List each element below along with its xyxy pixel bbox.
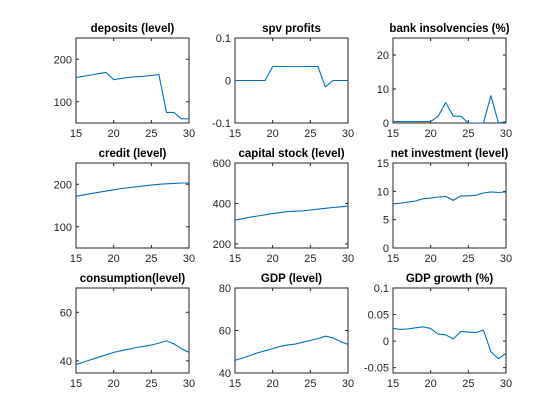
y-tick-label: 200 [54, 179, 72, 191]
subplot-title: credit (level) [99, 148, 167, 160]
axes-box [392, 162, 507, 249]
y-tick-label: 10 [377, 84, 389, 96]
subplot-title: net investment (level) [391, 148, 509, 160]
y-tick-label: 200 [213, 239, 231, 251]
subplot-title: deposits (level) [91, 23, 175, 35]
subplot-title: consumption(level) [80, 273, 186, 285]
x-tick-label: 15 [70, 128, 82, 140]
x-tick-label: 25 [462, 128, 474, 140]
series-line-1 [235, 205, 348, 221]
y-tick-label: 10 [377, 186, 389, 198]
x-tick-label: 20 [108, 378, 120, 390]
y-tick-label: 100 [54, 97, 72, 109]
x-tick-label: 20 [425, 128, 437, 140]
y-tick-label: 80 [219, 283, 231, 295]
x-tick-label: 25 [462, 378, 474, 390]
x-tick-label: 20 [108, 253, 120, 265]
axes-box [392, 37, 507, 124]
x-tick-label: 20 [425, 253, 437, 265]
subplot-9: GDP growth (%) 15 20 25 30 -0.05 0 0.05 0.1 [364, 273, 512, 390]
x-tick-label: 25 [145, 253, 157, 265]
axes-box [234, 162, 349, 249]
x-tick-label: 15 [387, 378, 399, 390]
axes-box [75, 162, 190, 249]
series-line-1 [76, 182, 189, 197]
x-tick-label: 15 [70, 378, 82, 390]
y-tick-label: -0.05 [364, 363, 389, 375]
x-tick-label: 20 [267, 253, 279, 265]
subplot-4: credit (level) 15 20 25 30 100 200 [54, 148, 195, 265]
x-tick-label: 15 [229, 378, 241, 390]
x-tick-label: 25 [145, 378, 157, 390]
y-tick-label: 600 [213, 158, 231, 170]
y-tick-label: 0 [225, 76, 231, 88]
x-tick-label: 30 [183, 128, 195, 140]
x-tick-label: 25 [462, 253, 474, 265]
axes-box [392, 287, 507, 374]
x-tick-label: 30 [500, 128, 512, 140]
subplot-7: consumption(level) 15 20 25 30 40 60 [60, 273, 195, 390]
subplot-title: GDP (level) [261, 273, 322, 285]
series-line-1 [393, 95, 506, 123]
y-tick-label: 40 [60, 356, 72, 368]
x-tick-label: 15 [229, 128, 241, 140]
y-tick-label: 15 [377, 158, 389, 170]
y-tick-label: -0.1 [212, 118, 231, 130]
series-line-1 [393, 326, 506, 360]
x-tick-label: 30 [500, 253, 512, 265]
axes-box [75, 37, 190, 124]
x-tick-label: 25 [304, 128, 316, 140]
y-tick-label: 0 [383, 336, 389, 348]
subplot-title: GDP growth (%) [406, 273, 493, 285]
series-line-1 [235, 335, 348, 361]
x-tick-label: 30 [183, 378, 195, 390]
y-tick-label: 100 [54, 222, 72, 234]
x-tick-label: 20 [267, 378, 279, 390]
axes-box [75, 287, 190, 374]
x-tick-label: 20 [425, 378, 437, 390]
y-tick-label: 0.05 [368, 310, 389, 322]
x-tick-label: 30 [342, 253, 354, 265]
axes-box [234, 287, 349, 374]
subplot-2: spv profits 15 20 25 30 -0.1 0 0.1 [212, 23, 354, 140]
x-tick-label: 25 [304, 253, 316, 265]
subplot-1: deposits (level) 15 20 25 30 100 200 [54, 23, 195, 140]
y-tick-label: 0.1 [216, 33, 231, 45]
y-tick-label: 200 [54, 54, 72, 66]
x-tick-label: 30 [500, 378, 512, 390]
x-tick-label: 30 [183, 253, 195, 265]
y-tick-label: 0.1 [374, 283, 389, 295]
x-tick-label: 15 [387, 128, 399, 140]
x-tick-label: 15 [229, 253, 241, 265]
subplot-title: spv profits [262, 23, 321, 35]
subplot-8: GDP (level) 15 20 25 30 40 60 80 [219, 273, 354, 390]
x-tick-label: 30 [342, 378, 354, 390]
y-tick-label: 0 [383, 243, 389, 255]
x-tick-label: 20 [108, 128, 120, 140]
x-tick-label: 25 [145, 128, 157, 140]
x-tick-label: 30 [342, 128, 354, 140]
subplot-title: capital stock (level) [238, 148, 344, 160]
series-line-1 [393, 191, 506, 205]
series-line-1 [76, 340, 189, 366]
y-tick-label: 40 [219, 368, 231, 380]
y-tick-label: 400 [213, 198, 231, 210]
x-tick-label: 25 [304, 378, 316, 390]
subplot-title: bank insolvencies (%) [389, 23, 509, 35]
y-tick-label: 20 [377, 50, 389, 62]
y-tick-label: 0 [383, 118, 389, 130]
x-tick-label: 20 [267, 128, 279, 140]
subplot-5: capital stock (level) 15 20 25 30 200 400 600 [213, 148, 354, 265]
y-tick-label: 5 [383, 215, 389, 227]
series-line-1 [235, 65, 348, 88]
x-tick-label: 15 [70, 253, 82, 265]
x-tick-label: 15 [387, 253, 399, 265]
series-line-1 [76, 71, 189, 120]
y-tick-label: 60 [219, 326, 231, 338]
y-tick-label: 60 [60, 307, 72, 319]
subplot-3: bank insolvencies (%) 15 20 25 30 0 10 20 [377, 23, 512, 140]
